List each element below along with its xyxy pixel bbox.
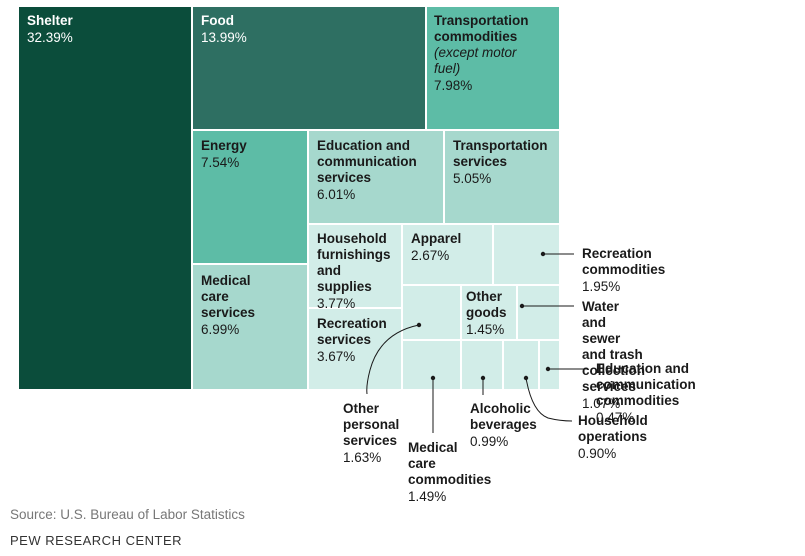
tile-other-goods	[461, 285, 517, 340]
label-value: 3.67%	[317, 349, 356, 364]
tile-household-furnishings	[308, 224, 402, 308]
label-value: 0.90%	[578, 446, 617, 461]
label-name: Recreation commodities	[582, 246, 666, 277]
label-name: personal	[343, 417, 400, 432]
external-label-alcoholic-beverages: Alcoholic beverages 0.99%	[470, 401, 537, 450]
label-name: beverages	[470, 417, 537, 432]
label-value: 13.99%	[201, 30, 247, 45]
tile-food	[192, 6, 426, 130]
tile-alcoholic-beverages	[461, 340, 503, 390]
tile-medical-care-services	[192, 264, 308, 390]
label-value: 1.45%	[466, 322, 505, 337]
label-value: 0.47%	[596, 410, 635, 425]
tile-label-transportation-services: Transportation services 5.05%	[453, 138, 548, 187]
label-note: (except motor fuel)	[434, 45, 517, 76]
label-name: Food	[201, 13, 234, 28]
label-name: Apparel	[411, 231, 462, 246]
label-name: Water and sewer and trash	[582, 299, 643, 362]
label-name: Household operations	[578, 413, 648, 444]
tile-label-apparel: Apparel 2.67%	[411, 231, 461, 264]
tile-label-recreation-services: Recreation services 3.67%	[317, 316, 387, 365]
label-name: collection services	[582, 363, 646, 394]
tile-apparel	[402, 224, 493, 285]
label-value: 3.77%	[317, 296, 356, 311]
label-name: Transportation	[434, 13, 529, 28]
label-name: services	[453, 154, 508, 169]
tile-other-personal-services	[402, 285, 461, 340]
label-name: care commodities	[408, 456, 492, 487]
tile-transportation-services	[444, 130, 560, 224]
label-name: communication	[317, 154, 417, 169]
label-name: Transportation	[453, 138, 548, 153]
tile-water-sewer-trash	[517, 285, 560, 340]
label-name: Household	[317, 231, 387, 246]
tile-label-energy: Energy 7.54%	[201, 138, 247, 171]
label-value: 5.05%	[453, 171, 492, 186]
label-name: Shelter	[27, 13, 73, 28]
tile-label-shelter: Shelter 32.39%	[27, 13, 73, 46]
tile-label-food: Food 13.99%	[201, 13, 247, 46]
label-name: Education and communication	[596, 361, 696, 392]
external-label-education-communication-commodities: Education and communication commodities 0.…	[596, 361, 696, 426]
label-value: 0.99%	[470, 434, 509, 449]
tile-label-education-communication-services: Education and communication services 6.01%	[317, 138, 417, 203]
label-name: Other	[466, 289, 503, 304]
tile-label-household-furnishings: Household furnishings and supplies 3.77%	[317, 231, 391, 312]
tile-recreation-commodities	[493, 224, 560, 285]
label-name: Alcoholic	[470, 401, 531, 416]
label-name: Education and	[317, 138, 411, 153]
label-value: 1.49%	[408, 489, 447, 504]
tile-label-medical-care-services: Medical care services 6.99%	[201, 273, 255, 338]
label-value: 7.54%	[201, 155, 240, 170]
tile-energy	[192, 130, 308, 264]
label-name: Medical	[201, 273, 251, 288]
label-value: 1.63%	[343, 450, 382, 465]
label-name: goods	[466, 305, 507, 320]
tile-household-operations	[503, 340, 539, 390]
label-name: Recreation	[317, 316, 387, 331]
external-label-water-sewer-trash: Water and sewer and trash collection serv…	[582, 299, 645, 412]
label-name: Medical	[408, 440, 458, 455]
label-value: 6.99%	[201, 322, 240, 337]
tile-label-transport-commodities: Transportation commodities (except motor f…	[434, 13, 529, 94]
external-label-household-operations: Household operations 0.90%	[578, 413, 648, 462]
label-value: 1.95%	[582, 279, 621, 294]
tile-medical-care-commodities	[402, 340, 461, 390]
label-value: 6.01%	[317, 187, 356, 202]
external-label-recreation-commodities: Recreation commodities 1.95%	[582, 246, 665, 295]
source-note: Source: U.S. Bureau of Labor Statistics	[10, 507, 245, 522]
label-value: 2.67%	[411, 248, 450, 263]
tile-shelter	[18, 6, 192, 390]
label-value: 7.98%	[434, 78, 473, 93]
label-name: services	[343, 433, 398, 448]
tile-label-other-goods: Other goods 1.45%	[466, 289, 507, 338]
label-name: commodities	[596, 393, 680, 408]
tile-education-communication-services	[308, 130, 444, 224]
label-name: services	[317, 332, 372, 347]
label-name: Other	[343, 401, 380, 416]
label-name: care services	[201, 289, 256, 320]
label-name: furnishings	[317, 247, 391, 262]
label-value: 1.07%	[582, 396, 621, 411]
label-name: commodities	[434, 29, 518, 44]
external-label-medical-care-commodities: Medical care commodities 1.49%	[408, 440, 491, 505]
label-name: Energy	[201, 138, 247, 153]
brand-logo-text: PEW RESEARCH CENTER	[10, 533, 183, 548]
tile-education-communication-commodities	[539, 340, 560, 390]
tile-transport-commodities	[426, 6, 560, 130]
label-name: and supplies	[317, 263, 372, 294]
label-value: 32.39%	[27, 30, 73, 45]
external-label-other-personal-services: Other personal services 1.63%	[343, 401, 399, 466]
label-name: services	[317, 170, 372, 185]
